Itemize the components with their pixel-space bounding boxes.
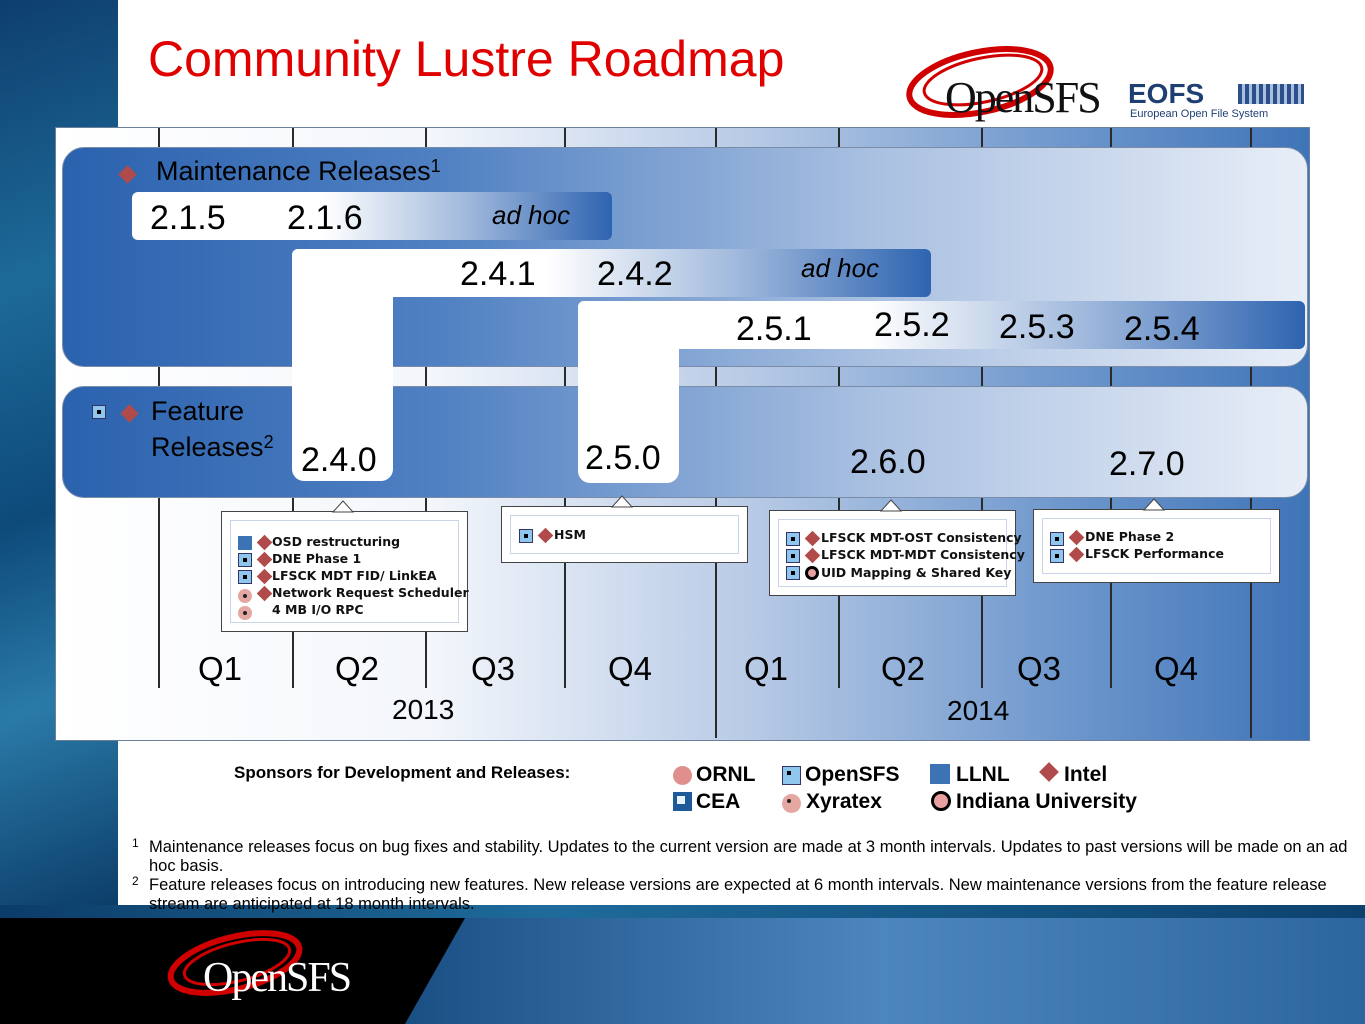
feature-item: OSD restructuring: [272, 534, 401, 549]
callout-2-6-0: LFSCK MDT-OST Consistency LFSCK MDT-MDT …: [769, 510, 1025, 596]
release-2-7-0: 2.7.0: [1109, 445, 1185, 483]
opensfs-swoosh-icon: [906, 46, 1054, 118]
eofs-logo-text: EOFS: [1128, 78, 1205, 109]
release-2-5-3: 2.5.3: [999, 308, 1075, 346]
quarter-label: Q3: [1017, 650, 1062, 687]
release-2-1-6: 2.1.6: [287, 199, 363, 237]
note-1: Maintenance releases focus on bug fixes …: [149, 838, 1348, 875]
opensfs-square-icon: [238, 570, 252, 584]
quarter-label: Q4: [1154, 650, 1199, 687]
legend-opensfs: OpenSFS: [805, 763, 900, 786]
release-2-5-1: 2.5.1: [736, 310, 812, 348]
feature-item: 4 MB I/O RPC: [272, 602, 364, 617]
stream-2-4-bar: [292, 249, 931, 297]
opensfs-swoosh-icon: [167, 930, 303, 996]
quarter-label: Q3: [471, 650, 516, 687]
legend-indiana: Indiana University: [956, 790, 1137, 813]
feature-item: UID Mapping & Shared Key: [821, 565, 1012, 580]
release-2-4-0: 2.4.0: [301, 441, 377, 479]
opensfs-logo-text: OpenSFS: [945, 73, 1102, 122]
stream-2-4-connector: [292, 249, 393, 481]
intel-diamond-icon: [1039, 762, 1059, 782]
legend-llnl: LLNL: [956, 763, 1010, 786]
quarter-label: Q2: [881, 650, 926, 687]
feature-item: Network Request Scheduler: [272, 585, 469, 600]
xyratex-circle-icon: [782, 794, 801, 813]
legend-title: Sponsors for Development and Releases:: [234, 763, 571, 782]
xyratex-circle-icon: [238, 589, 252, 603]
feature-label-line1: Feature: [151, 396, 245, 426]
quarter-label: Q2: [335, 650, 380, 687]
opensfs-square-icon: [1050, 549, 1064, 563]
stream-2-5-connector: [578, 301, 679, 483]
legend-ornl: ORNL: [696, 763, 756, 786]
maintenance-panel-label: Maintenance Releases1: [156, 156, 441, 187]
feature-item: DNE Phase 1: [272, 551, 362, 566]
maintenance-label-text: Maintenance Releases: [156, 156, 431, 186]
feature-item: DNE Phase 2: [1085, 529, 1175, 544]
footnote-mark: 1: [430, 156, 441, 176]
feature-item: LFSCK Performance: [1085, 546, 1224, 561]
opensfs-square-icon: [786, 532, 800, 546]
feature-item: LFSCK MDT-OST Consistency: [821, 530, 1022, 545]
callout-2-7-0: DNE Phase 2 LFSCK Performance: [1033, 509, 1280, 583]
ornl-circle-icon: [673, 766, 692, 785]
llnl-square-icon: [930, 764, 950, 784]
stream-2-5-bar: [578, 301, 1305, 349]
feature-panel: [62, 386, 1308, 498]
year-label: 2014: [947, 695, 1010, 726]
feature-item: LFSCK MDT-MDT Consistency: [821, 547, 1025, 562]
release-2-4-2: 2.4.2: [597, 255, 673, 293]
quarter-label: Q4: [608, 650, 653, 687]
adhoc-label: ad hoc: [492, 200, 571, 230]
feature-panel-label: Releases2: [151, 432, 274, 463]
legend-intel: Intel: [1064, 763, 1108, 786]
quarter-label: Q1: [744, 650, 789, 687]
year-label: 2013: [392, 694, 455, 725]
feature-item: LFSCK MDT FID/ LinkEA: [272, 568, 437, 583]
opensfs-square-icon: [1050, 532, 1064, 546]
release-2-1-5: 2.1.5: [150, 199, 226, 237]
eofs-stripes-icon: [1238, 84, 1304, 104]
adhoc-label: ad hoc: [801, 253, 880, 283]
eofs-subtitle: European Open File System: [1130, 108, 1269, 120]
eofs-logo: EOFS European Open File System: [1128, 72, 1308, 122]
callout-inner: [1042, 518, 1271, 574]
footer-logo-text: OpenSFS: [203, 955, 352, 1001]
opensfs-square-icon: [519, 529, 533, 543]
footnote-mark: 2: [263, 432, 274, 452]
feature-label-line2: Releases: [151, 432, 264, 462]
feature-item: HSM: [554, 527, 586, 542]
opensfs-square-icon: [786, 549, 800, 563]
release-2-5-4: 2.5.4: [1124, 310, 1200, 348]
legend-cea: CEA: [696, 790, 741, 813]
cea-square-icon: [673, 792, 692, 811]
opensfs-logo: OpenSFS: [905, 42, 1120, 124]
note-2-mark: 2: [132, 874, 139, 888]
opensfs-square-icon: [786, 566, 800, 580]
release-2-5-2: 2.5.2: [874, 306, 950, 344]
indiana-university-circle-icon: [805, 566, 819, 580]
xyratex-circle-icon: [238, 606, 252, 620]
stream-2-1-bar: [132, 192, 612, 240]
callout-pointers: [331, 495, 1166, 513]
release-2-4-1: 2.4.1: [460, 255, 536, 293]
callout-2-4-0: OSD restructuring DNE Phase 1 LFSCK MDT …: [221, 511, 469, 632]
opensfs-square-icon: [238, 553, 252, 567]
indiana-university-circle-icon: [931, 791, 951, 811]
opensfs-square-icon: [92, 405, 106, 419]
note-1-mark: 1: [132, 836, 139, 850]
footer-opensfs-logo: OpenSFS: [165, 928, 375, 1008]
slide-title: Community Lustre Roadmap: [148, 31, 785, 87]
llnl-square-icon: [238, 536, 252, 550]
opensfs-square-icon: [782, 766, 801, 785]
release-2-5-0: 2.5.0: [585, 439, 661, 477]
roadmap-board: Maintenance Releases1 2.1.5 2.1.6 ad hoc…: [55, 127, 1310, 741]
footer-blue-stripe: [405, 918, 1365, 1024]
note-2: Feature releases focus on introducing ne…: [149, 876, 1327, 913]
release-2-6-0: 2.6.0: [850, 443, 926, 481]
quarter-label: Q1: [198, 650, 243, 687]
legend-xyratex: Xyratex: [806, 790, 882, 813]
